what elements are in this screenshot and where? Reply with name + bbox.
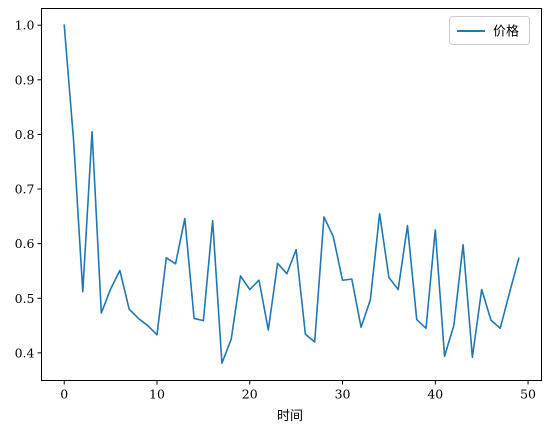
y-tick-label: 1.0 — [15, 18, 35, 33]
y-tick-label: 0.7 — [15, 182, 35, 197]
data-point — [110, 288, 112, 290]
data-point — [212, 220, 214, 222]
data-point — [258, 279, 260, 281]
data-point — [351, 278, 353, 280]
data-point — [240, 275, 242, 277]
data-point — [416, 319, 418, 321]
data-point — [305, 334, 307, 336]
data-point — [165, 257, 167, 259]
data-point — [499, 327, 501, 329]
x-tick-label: 10 — [149, 387, 165, 402]
data-point — [73, 139, 75, 141]
y-tick-label: 0.5 — [15, 291, 35, 306]
data-point — [101, 312, 103, 314]
data-point — [379, 213, 381, 215]
data-point — [63, 24, 65, 26]
data-point — [230, 338, 232, 340]
data-point — [277, 263, 279, 265]
y-tick-label: 0.8 — [15, 127, 35, 142]
data-point — [397, 289, 399, 291]
data-point — [295, 249, 297, 251]
x-tick-label: 50 — [520, 387, 536, 402]
x-axis-ticks: 0 10 20 30 40 50 — [60, 380, 536, 402]
x-tick-label: 20 — [242, 387, 258, 402]
series-layer — [63, 24, 520, 365]
data-point — [138, 318, 140, 320]
data-point — [342, 279, 344, 281]
y-tick-label: 0.4 — [15, 345, 35, 360]
y-tick-label: 0.6 — [15, 236, 35, 251]
x-tick-label: 0 — [60, 387, 68, 402]
data-point — [490, 319, 492, 321]
legend-box — [449, 16, 530, 45]
data-point — [518, 258, 520, 260]
data-point — [147, 325, 149, 327]
data-point — [268, 329, 270, 331]
data-point — [453, 325, 455, 327]
data-point — [119, 270, 121, 272]
data-point — [175, 263, 177, 265]
data-point — [509, 292, 511, 294]
data-point — [82, 291, 84, 293]
data-point — [249, 289, 251, 291]
data-point — [388, 277, 390, 279]
data-point — [323, 216, 325, 218]
y-tick-label: 0.9 — [15, 72, 35, 87]
data-point — [91, 131, 93, 133]
x-axis-label: 时间 — [277, 409, 303, 424]
legend-series-label: 价格 — [493, 24, 519, 40]
axes-frame — [41, 8, 542, 381]
y-axis-ticks: 0.4 0.5 0.6 0.7 0.8 0.9 1.0 — [15, 18, 42, 360]
data-point — [314, 341, 316, 343]
x-tick-label: 30 — [335, 387, 351, 402]
data-point — [370, 299, 372, 301]
data-point — [481, 289, 483, 291]
legend: 价格 — [449, 16, 530, 45]
data-point — [193, 318, 195, 320]
data-point — [286, 273, 288, 275]
data-point — [221, 362, 223, 364]
series-line — [63, 24, 520, 365]
data-point — [425, 327, 427, 329]
data-point — [472, 356, 474, 358]
data-point — [332, 236, 334, 238]
data-point — [407, 225, 409, 227]
data-point — [434, 229, 436, 231]
x-tick-label: 40 — [427, 387, 443, 402]
data-point — [156, 334, 158, 336]
data-point — [184, 218, 186, 220]
data-point — [360, 326, 362, 328]
data-point — [203, 320, 205, 322]
data-point — [462, 244, 464, 246]
data-point — [444, 355, 446, 357]
plot-area — [41, 8, 542, 381]
data-point — [128, 308, 130, 310]
